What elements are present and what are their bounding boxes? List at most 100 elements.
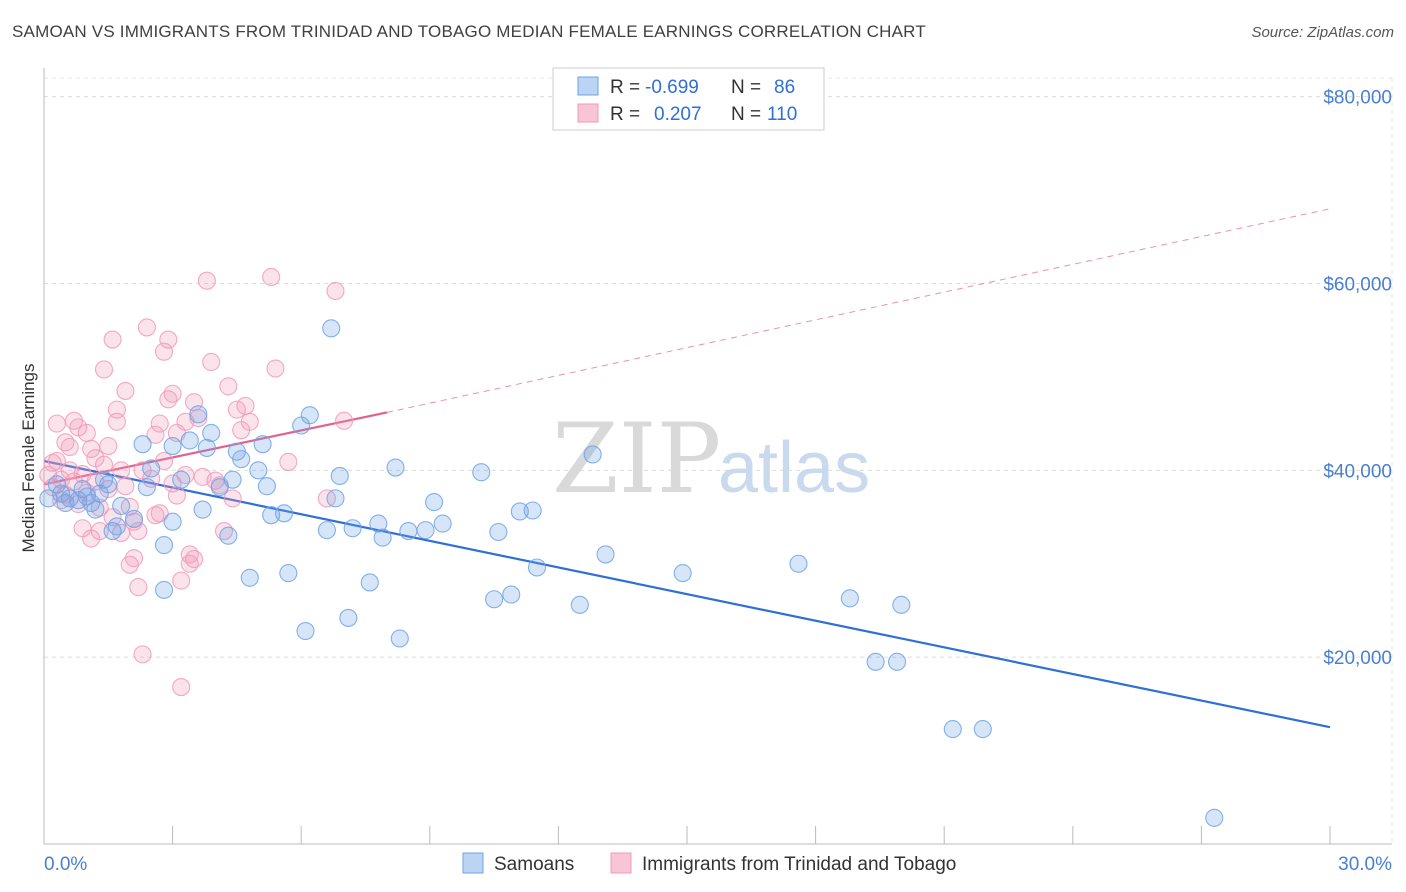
trinidad-point-36 xyxy=(116,381,135,400)
trinidad-point-45 xyxy=(137,318,156,337)
trinidad-point-41 xyxy=(129,522,148,541)
trinidad-point-65 xyxy=(184,550,204,569)
legend-n-value-1: 86 xyxy=(774,77,795,98)
watermark: ZIP atlas xyxy=(552,403,870,515)
samoan-trend-line xyxy=(43,459,1331,729)
trinidad-point-17 xyxy=(77,423,96,443)
samoan-point-24 xyxy=(172,470,191,489)
trinidad-point-56 xyxy=(163,474,182,493)
samoan-point-19 xyxy=(142,459,161,478)
trinidad-point-35 xyxy=(116,477,135,496)
samoan-point-16 xyxy=(124,509,144,528)
trinidad-point-78 xyxy=(236,396,255,415)
x-tick-label-0: 0.0% xyxy=(44,854,87,875)
samoan-point-34 xyxy=(232,450,251,469)
trinidad-trend-extension xyxy=(386,208,1331,413)
samoan-point-74 xyxy=(887,652,907,671)
trinidad-point-60 xyxy=(172,678,191,697)
legend-r-label-2: R = xyxy=(610,104,640,125)
chart-title: SAMOAN VS IMMIGRANTS FROM TRINIDAD AND T… xyxy=(12,22,926,41)
samoan-point-57 xyxy=(416,521,435,540)
samoan-point-72 xyxy=(840,589,859,608)
trinidad-point-48 xyxy=(146,425,165,444)
samoan-point-17 xyxy=(133,435,152,454)
y-tick-label-3: $80,000 xyxy=(1323,88,1392,109)
bottom-legend-trinidad: Immigrants from Trinidad and Tobago xyxy=(642,854,956,875)
data-points xyxy=(39,267,1224,827)
samoan-point-60 xyxy=(472,463,491,482)
trinidad-point-46 xyxy=(142,469,161,488)
samoan-point-77 xyxy=(973,720,992,739)
samoan-point-62 xyxy=(489,522,508,542)
samoan-point-66 xyxy=(527,558,547,577)
samoan-point-22 xyxy=(163,512,182,531)
y-axis-label: Median Female Earnings xyxy=(19,364,38,553)
samoan-point-1 xyxy=(47,475,66,494)
samoan-point-68 xyxy=(583,445,602,464)
y-tick-labels: $20,000 $40,000 $60,000 $80,000 xyxy=(1323,88,1392,669)
trinidad-point-80 xyxy=(262,267,281,287)
samoan-point-49 xyxy=(339,608,358,627)
y-tick-label-1: $40,000 xyxy=(1323,461,1392,482)
trinidad-point-81 xyxy=(266,359,285,378)
samoan-point-36 xyxy=(249,461,268,480)
samoan-point-35 xyxy=(240,568,259,587)
samoan-point-21 xyxy=(154,580,174,599)
samoan-point-75 xyxy=(892,595,911,614)
trinidad-point-24 xyxy=(90,522,109,541)
samoan-point-47 xyxy=(326,489,345,508)
trinidad-point-27 xyxy=(99,437,118,456)
samoan-point-67 xyxy=(570,595,589,614)
bottom-legend-swatch-samoans xyxy=(462,852,484,874)
samoan-point-9 xyxy=(86,500,105,519)
trinidad-point-20 xyxy=(82,439,101,458)
samoan-point-40 xyxy=(275,504,294,523)
trinidad-point-53 xyxy=(159,330,178,349)
trinidad-point-49 xyxy=(150,504,169,523)
samoan-point-61 xyxy=(485,590,504,609)
watermark-atlas: atlas xyxy=(718,428,870,508)
samoan-point-53 xyxy=(373,528,392,547)
y-tick-label-0: $20,000 xyxy=(1323,648,1392,669)
legend-r-label-1: R = xyxy=(610,77,640,98)
samoan-point-59 xyxy=(433,514,452,533)
samoan-point-38 xyxy=(257,477,276,496)
samoan-point-44 xyxy=(300,406,319,425)
chart-source: Source: ZipAtlas.com xyxy=(1251,24,1394,41)
trinidad-point-50 xyxy=(150,414,169,433)
samoan-point-43 xyxy=(296,621,315,641)
trinidad-point-75 xyxy=(223,489,242,508)
bottom-legend-samoans: Samoans xyxy=(494,854,574,875)
trinidad-point-9 xyxy=(60,437,79,457)
samoan-point-63 xyxy=(502,585,521,604)
legend-n-value-2: 110 xyxy=(767,104,797,125)
trinidad-point-28 xyxy=(99,479,118,499)
samoan-point-55 xyxy=(390,629,409,648)
samoan-point-20 xyxy=(154,536,174,555)
trinidad-point-25 xyxy=(94,455,114,474)
samoan-point-73 xyxy=(866,652,885,671)
samoan-point-56 xyxy=(399,522,418,541)
samoan-point-54 xyxy=(386,458,405,477)
samoan-point-15 xyxy=(112,496,131,515)
trinidad-point-57 xyxy=(167,486,186,505)
trinidad-point-40 xyxy=(124,549,144,568)
trinidad-point-52 xyxy=(154,342,174,361)
samoan-point-70 xyxy=(673,564,692,583)
samoan-point-31 xyxy=(219,526,238,545)
samoan-point-65 xyxy=(523,501,542,520)
samoan-point-64 xyxy=(510,502,529,521)
legend-n-label-1: N = xyxy=(731,77,761,98)
legend-n-label-2: N = xyxy=(731,104,761,125)
trinidad-point-59 xyxy=(172,571,191,590)
samoan-point-41 xyxy=(279,564,298,583)
samoan-point-69 xyxy=(596,545,615,564)
samoan-point-76 xyxy=(943,720,962,739)
trinidad-point-34 xyxy=(112,461,131,480)
samoan-point-46 xyxy=(322,319,341,338)
samoan-point-45 xyxy=(317,521,336,540)
samoan-point-32 xyxy=(223,470,242,489)
samoan-point-37 xyxy=(253,435,272,454)
trinidad-point-32 xyxy=(107,412,126,431)
